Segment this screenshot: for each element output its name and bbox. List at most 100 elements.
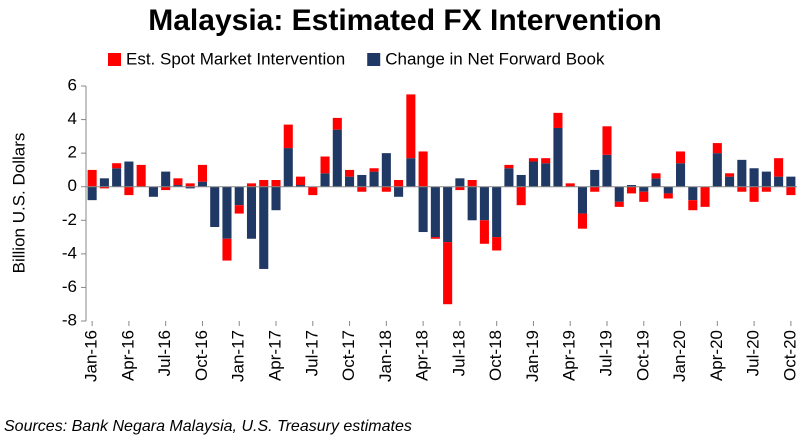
- y-tick-label: -6: [62, 277, 77, 296]
- x-tick-label: Jul-20: [744, 330, 763, 376]
- bar-segment: [467, 180, 477, 187]
- bar-segment: [577, 213, 588, 229]
- bar-segment: [541, 158, 551, 164]
- bar-segment: [725, 176, 735, 187]
- bar-segment: [381, 186, 391, 192]
- legend-label: Est. Spot Market Intervention: [126, 49, 345, 68]
- x-tick-label: Apr-19: [560, 330, 579, 381]
- bar-segment: [246, 186, 257, 239]
- bar-segment: [774, 158, 784, 177]
- bar-segment: [492, 186, 502, 238]
- bar-segment: [87, 186, 97, 201]
- chart-title: Malaysia: Estimated FX Intervention: [148, 4, 661, 37]
- bar-segment: [271, 186, 281, 211]
- bar-segment: [528, 161, 538, 187]
- bar-segment: [712, 153, 722, 187]
- bar-segment: [234, 186, 244, 206]
- bar-segment: [283, 148, 293, 187]
- bar-segment: [553, 127, 563, 187]
- bar-segment: [185, 183, 195, 187]
- bar-segment: [443, 242, 453, 305]
- bar-segment: [320, 173, 330, 187]
- bar-segment: [87, 169, 97, 187]
- bar-segment: [222, 186, 232, 239]
- bar-segment: [516, 174, 526, 187]
- bar-segment: [161, 171, 171, 187]
- bar-segment: [602, 154, 612, 187]
- bar-segment: [345, 169, 355, 177]
- x-tick-label: Oct-16: [192, 330, 211, 381]
- bar-segment: [749, 168, 759, 187]
- bar-segment: [737, 186, 747, 192]
- legend-label: Change in Net Forward Book: [385, 49, 605, 68]
- bar-segment: [455, 178, 465, 187]
- bar-segment: [590, 186, 600, 192]
- bar-segment: [626, 185, 637, 187]
- x-tick-label: Jul-17: [302, 330, 321, 376]
- x-tick-label: Oct-18: [486, 330, 505, 381]
- bar-segment: [369, 168, 379, 172]
- bar-segment: [320, 156, 330, 174]
- y-tick-label: -4: [62, 243, 77, 262]
- bar-segment: [406, 94, 416, 159]
- bar-segment: [676, 163, 686, 187]
- bar-segment: [430, 186, 440, 238]
- bar-segment: [443, 186, 453, 243]
- bar-segment: [676, 151, 686, 164]
- bar-segment: [246, 183, 257, 187]
- x-tick-label: Oct-19: [633, 330, 652, 381]
- bar-segment: [516, 186, 526, 206]
- x-tick-label: Jan-16: [82, 330, 101, 382]
- bar-segment: [700, 186, 710, 207]
- bar-segment: [418, 151, 428, 187]
- bar-segment: [173, 185, 183, 187]
- x-tick-label: Jul-18: [449, 330, 468, 376]
- y-tick-label: 4: [68, 109, 77, 128]
- x-tick-label: Jan-19: [523, 330, 542, 382]
- legend-swatch: [108, 53, 121, 66]
- bar-segment: [234, 205, 244, 214]
- y-tick-label: 0: [68, 176, 77, 195]
- bar-segment: [295, 185, 306, 187]
- bar-segment: [99, 178, 109, 187]
- bar-segment: [467, 186, 477, 221]
- bar-segment: [639, 186, 649, 192]
- bar-segment: [357, 186, 367, 192]
- bar-segment: [185, 186, 195, 189]
- bar-segment: [602, 126, 612, 155]
- bar-segment: [136, 164, 146, 187]
- bar-segment: [504, 164, 514, 169]
- bar-segment: [553, 112, 563, 128]
- x-tick-label: Jan-18: [376, 330, 395, 382]
- bar-segment: [430, 237, 440, 239]
- bar-segment: [688, 200, 698, 211]
- bar-segment: [259, 186, 269, 269]
- bar-segment: [455, 186, 465, 191]
- bar-segment: [406, 158, 416, 187]
- bar-segment: [173, 178, 183, 186]
- bar-segment: [688, 186, 698, 201]
- x-tick-label: Apr-18: [413, 330, 432, 381]
- y-axis-label: Billion U.S. Dollars: [9, 133, 28, 274]
- bar-segment: [663, 186, 673, 194]
- bar-segment: [308, 186, 318, 196]
- x-tick-label: Jan-20: [670, 330, 689, 382]
- bar-segment: [737, 159, 747, 187]
- bar-segment: [614, 186, 624, 202]
- x-tick-label: Apr-20: [707, 330, 726, 381]
- bar-segment: [124, 161, 134, 187]
- bar-segment: [639, 191, 649, 202]
- bar-segment: [614, 201, 624, 207]
- y-tick-label: 6: [68, 75, 77, 94]
- bar-segment: [295, 176, 306, 186]
- bar-segment: [479, 220, 489, 244]
- legend-swatch: [367, 53, 381, 66]
- bar-segment: [541, 163, 551, 187]
- bar-segment: [761, 171, 771, 187]
- bar-segment: [197, 164, 207, 182]
- y-tick-label: 2: [68, 143, 77, 162]
- bar-segment: [148, 186, 158, 197]
- bar-segment: [345, 176, 355, 187]
- bar-segment: [504, 168, 514, 187]
- bar-segment: [492, 237, 502, 251]
